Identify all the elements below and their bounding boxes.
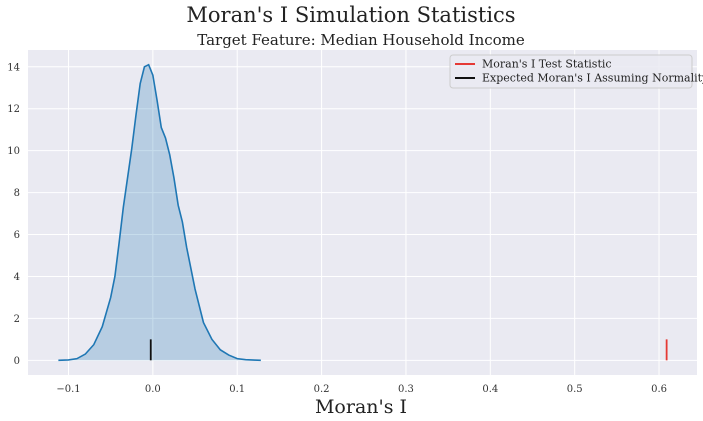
marker-layer [149, 339, 668, 361]
y-tick-label: 4 [14, 272, 20, 283]
legend-label-1: Expected Moran's I Assuming Normality [482, 72, 703, 85]
x-tick-label: −0.1 [56, 384, 80, 395]
y-tick-label: 14 [7, 62, 20, 73]
x-tick-label: 0.1 [229, 384, 245, 395]
density-fill [58, 64, 261, 361]
x-tick-label: 0.4 [482, 384, 498, 395]
y-tick-label: 10 [7, 146, 20, 157]
legend-label-0: Moran's I Test Statistic [482, 58, 612, 71]
y-tick-label: 2 [14, 314, 20, 325]
grid-lines [28, 50, 697, 375]
chart-subtitle: Target Feature: Median Household Income [197, 31, 525, 49]
y-tick-label: 0 [14, 356, 20, 367]
chart-title: Moran's I Simulation Statistics [186, 3, 515, 27]
density-layer [58, 63, 261, 362]
y-tick-label: 6 [14, 230, 20, 241]
x-tick-label: 0.0 [145, 384, 161, 395]
density-curve [58, 63, 261, 362]
x-tick-label: 0.3 [398, 384, 414, 395]
x-tick-label: 0.6 [651, 384, 667, 395]
plot-area [28, 50, 697, 375]
x-axis-ticks: −0.1 0.0 0.1 0.2 0.3 0.4 0.5 0.6 [56, 384, 667, 395]
y-axis-ticks: 0 2 4 6 8 10 12 14 [7, 62, 20, 367]
y-tick-label: 12 [7, 104, 20, 115]
x-axis-label: Moran's I [315, 396, 407, 418]
y-tick-label: 8 [14, 188, 20, 199]
x-tick-label: 0.2 [314, 384, 330, 395]
x-tick-label: 0.5 [567, 384, 583, 395]
legend-box [449, 54, 693, 89]
